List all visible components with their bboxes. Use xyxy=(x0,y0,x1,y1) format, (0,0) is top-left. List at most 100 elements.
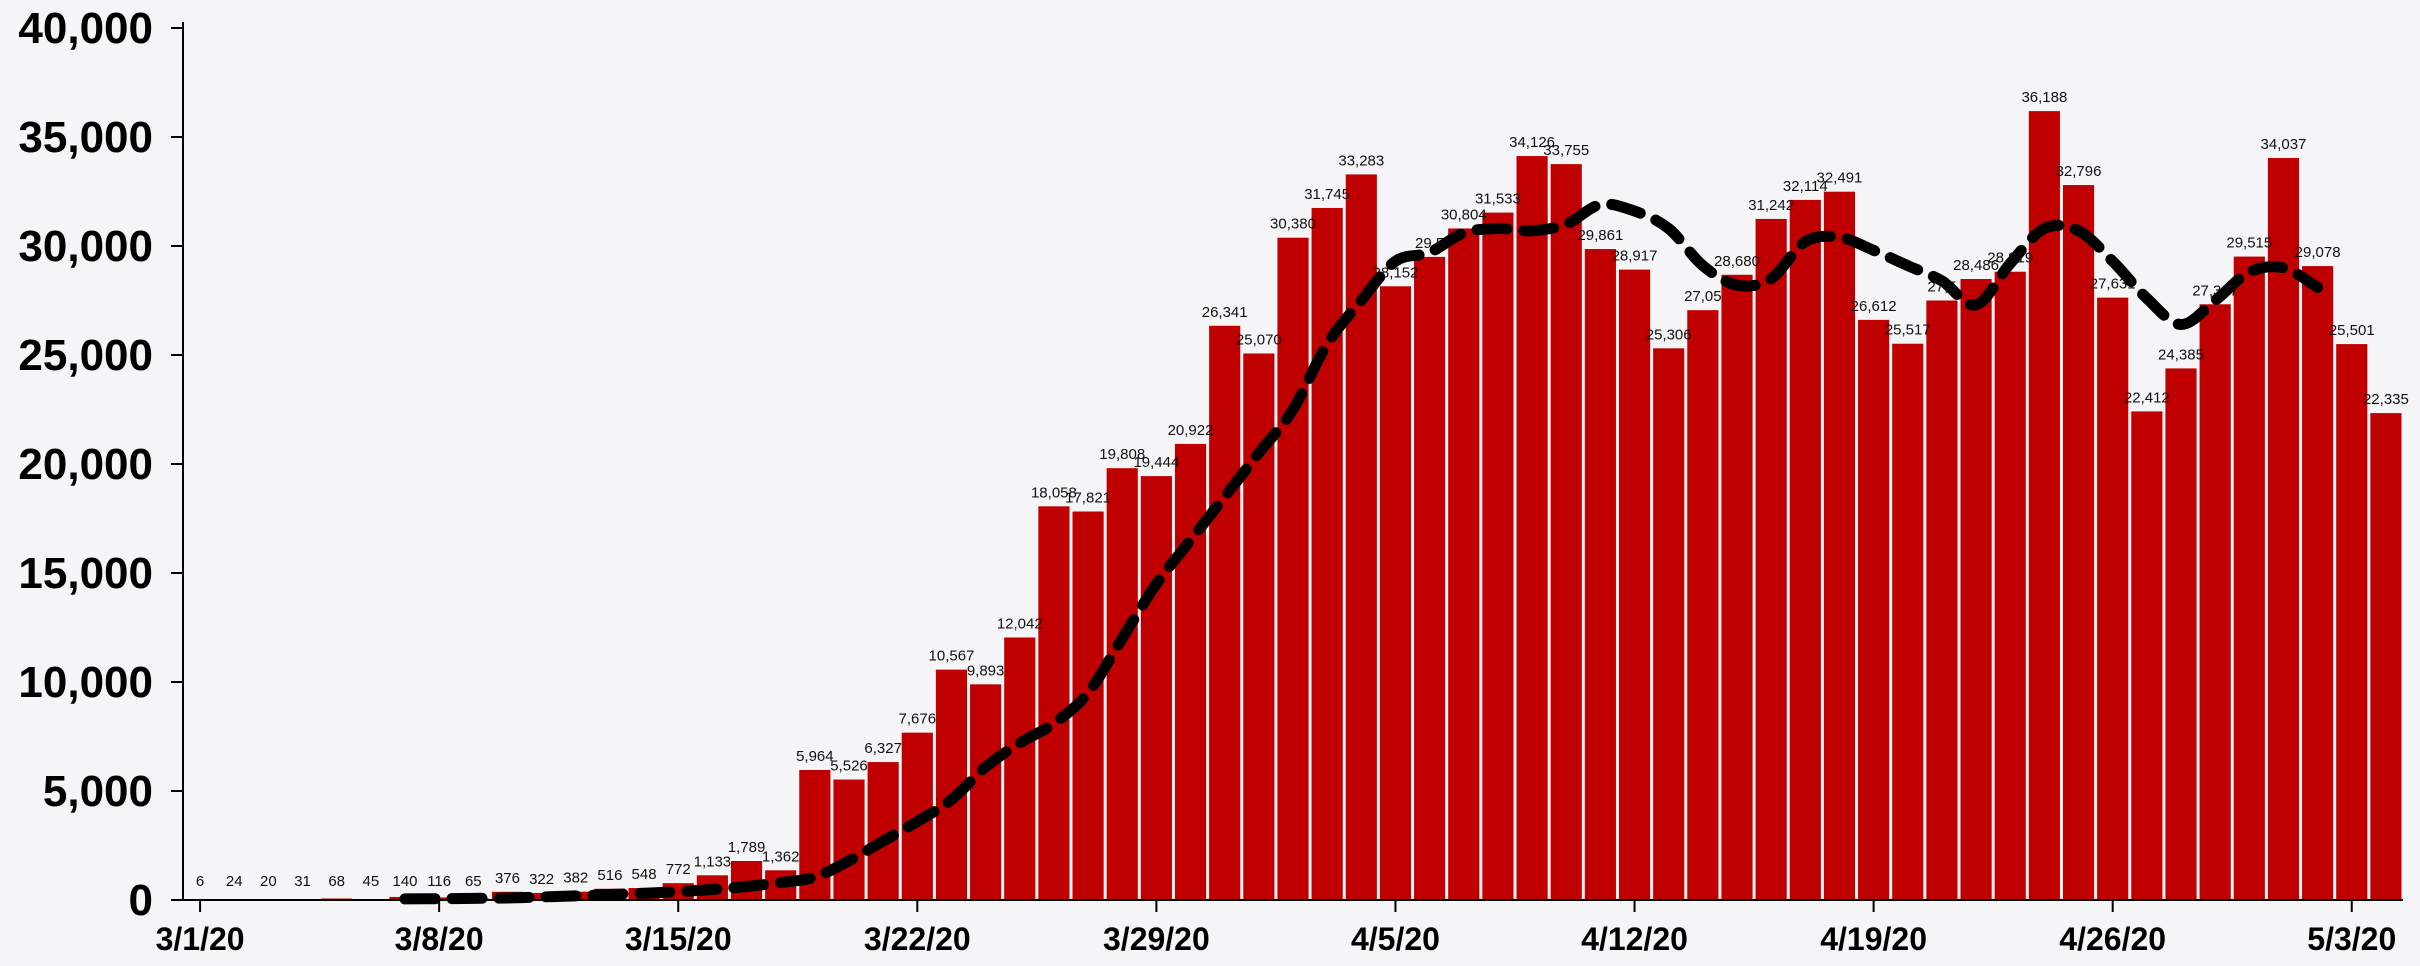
bar xyxy=(1482,212,1514,901)
bar xyxy=(2062,185,2095,901)
bar xyxy=(1687,310,1719,900)
bar xyxy=(1516,156,1548,900)
data-label: 68 xyxy=(328,873,345,890)
x-tick-label: 3/22/20 xyxy=(864,921,971,957)
data-label: 25,501 xyxy=(2329,322,2375,339)
bar xyxy=(1106,468,1138,900)
data-label: 22,335 xyxy=(2363,391,2409,408)
data-label: 6 xyxy=(196,873,204,890)
bar xyxy=(1584,249,1616,900)
bar xyxy=(1618,269,1651,901)
y-tick-label: 35,000 xyxy=(18,113,153,162)
data-label: 32,114 xyxy=(1783,178,1828,195)
bar xyxy=(2233,256,2265,900)
data-label: 34,037 xyxy=(2261,136,2307,153)
data-label: 5,964 xyxy=(796,748,834,765)
data-label: 1,133 xyxy=(694,853,732,870)
bar xyxy=(1277,237,1309,900)
x-tick-label: 3/1/20 xyxy=(156,921,245,957)
data-label: 12,042 xyxy=(997,615,1043,632)
data-label: 28,680 xyxy=(1714,253,1760,270)
data-label: 25,306 xyxy=(1646,326,1692,343)
data-label: 6,327 xyxy=(864,740,902,757)
bar xyxy=(970,684,1002,900)
bar xyxy=(1858,319,1890,900)
data-label: 29,861 xyxy=(1577,227,1623,244)
data-label: 18,058 xyxy=(1031,484,1077,501)
data-label: 116 xyxy=(427,873,451,890)
data-label: 28,819 xyxy=(1987,250,2033,267)
bar xyxy=(1174,443,1207,900)
data-label: 45 xyxy=(363,873,380,890)
data-label: 31,745 xyxy=(1304,186,1350,203)
data-label: 33,755 xyxy=(1543,142,1589,159)
bar xyxy=(2097,297,2129,901)
data-label: 32,491 xyxy=(1817,170,1863,187)
y-tick-label: 15,000 xyxy=(18,549,153,598)
data-label: 516 xyxy=(597,867,622,884)
bar xyxy=(1789,199,1821,900)
bar xyxy=(1960,279,1992,900)
axes-group xyxy=(182,22,2403,901)
x-tick-label: 5/3/20 xyxy=(2307,921,2396,957)
y-tick-label: 25,000 xyxy=(18,331,153,380)
bar xyxy=(1721,274,1753,900)
data-label: 376 xyxy=(495,870,520,887)
data-label: 25,517 xyxy=(1885,322,1931,339)
bar xyxy=(1140,476,1172,900)
data-label: 20 xyxy=(260,873,277,890)
y-tick-label: 30,000 xyxy=(18,222,153,271)
data-label: 31,242 xyxy=(1748,197,1794,214)
bar xyxy=(1823,191,1856,901)
bar xyxy=(1550,164,1582,901)
data-label: 34,126 xyxy=(1509,134,1555,151)
bar xyxy=(1755,218,1787,901)
data-label: 28,152 xyxy=(1373,264,1419,281)
bar xyxy=(1209,325,1241,900)
bar xyxy=(833,779,865,900)
data-label: 27,5 xyxy=(1927,279,1956,296)
bar xyxy=(2336,344,2368,900)
x-tick-label: 4/19/20 xyxy=(1820,921,1927,957)
bar xyxy=(2267,157,2300,900)
x-tick-label: 3/29/20 xyxy=(1103,921,1210,957)
data-label: 24,385 xyxy=(2158,346,2204,363)
data-label: 22,412 xyxy=(2124,389,2170,406)
bar xyxy=(1379,286,1412,901)
data-label: 26,341 xyxy=(1202,304,1248,321)
data-label: 27,05 xyxy=(1684,288,1722,305)
data-label: 29,5 xyxy=(1415,235,1444,252)
y-tick-label: 0 xyxy=(129,876,153,925)
bar xyxy=(1994,271,2026,900)
data-label: 65 xyxy=(465,873,482,890)
data-label: 32,796 xyxy=(2056,163,2102,180)
data-label: 31 xyxy=(294,873,311,890)
data-label: 7,676 xyxy=(899,711,937,728)
x-tick-label: 4/26/20 xyxy=(2059,921,2166,957)
data-label: 26,612 xyxy=(1851,298,1897,315)
data-label: 36,188 xyxy=(2021,89,2067,106)
data-label: 9,893 xyxy=(967,662,1005,679)
bar xyxy=(1038,506,1070,900)
y-tick-label: 40,000 xyxy=(18,4,153,53)
bar xyxy=(1414,256,1446,900)
data-label: 25,070 xyxy=(1236,331,1282,348)
x-tick-label: 4/12/20 xyxy=(1581,921,1688,957)
data-label: 382 xyxy=(563,870,588,887)
trend-line xyxy=(399,198,2324,905)
data-label: 140 xyxy=(392,873,417,890)
data-label: 19,808 xyxy=(1099,446,1145,463)
y-tick-label: 20,000 xyxy=(18,440,153,489)
data-label: 29,515 xyxy=(2226,235,2272,252)
bar xyxy=(1653,348,1685,900)
bar xyxy=(2302,266,2334,900)
data-label: 28,917 xyxy=(1612,248,1658,265)
data-label: 20,922 xyxy=(1168,422,1214,439)
bar xyxy=(2199,304,2231,901)
bar xyxy=(1926,300,1958,900)
x-tick-label: 4/5/20 xyxy=(1351,921,1440,957)
data-label: 17,821 xyxy=(1065,490,1111,507)
y-axis-ticks: 0 5,000 10,000 15,000 20,000 25,000 30,000 35,0… xyxy=(18,4,183,925)
